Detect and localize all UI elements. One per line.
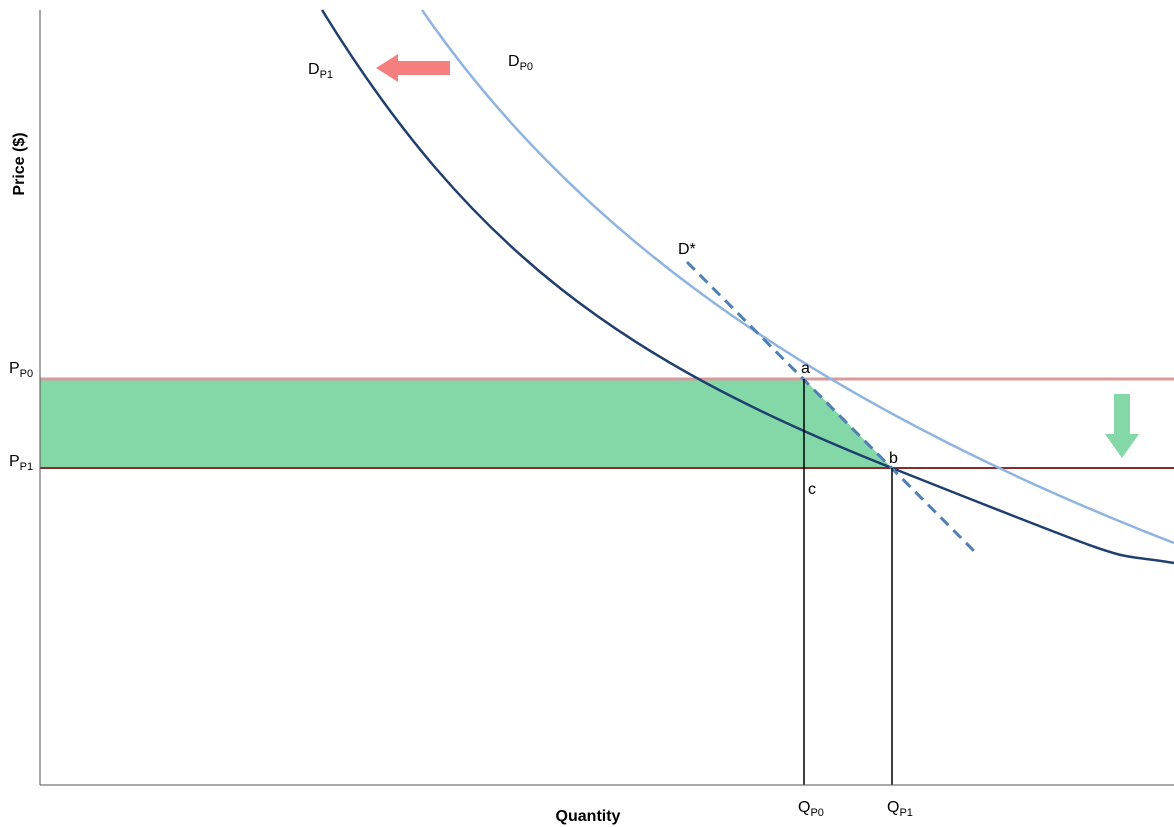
shift-down-arrow bbox=[1105, 394, 1139, 458]
qp0-label: QP0 bbox=[798, 799, 824, 819]
point-c-label: c bbox=[808, 481, 816, 498]
shaded-triangle-area bbox=[40, 379, 892, 468]
point-a-label: a bbox=[801, 360, 810, 377]
dstar-label: D* bbox=[678, 241, 696, 258]
dstar-dashed-line bbox=[685, 260, 980, 557]
pp1-label: PP1 bbox=[9, 453, 33, 473]
point-b-label: b bbox=[889, 450, 898, 467]
x-axis-title: Quantity bbox=[556, 808, 621, 825]
shift-left-arrow bbox=[376, 54, 450, 82]
dp1-label: DP1 bbox=[308, 61, 333, 81]
dp0-label: DP0 bbox=[508, 53, 533, 73]
pp0-label: PP0 bbox=[9, 360, 33, 380]
demand-p1-curve bbox=[320, 9, 1174, 565]
y-axis-title: Price ($) bbox=[11, 132, 28, 195]
demand-p0-curve bbox=[420, 9, 1174, 545]
qp1-label: QP1 bbox=[887, 799, 913, 819]
